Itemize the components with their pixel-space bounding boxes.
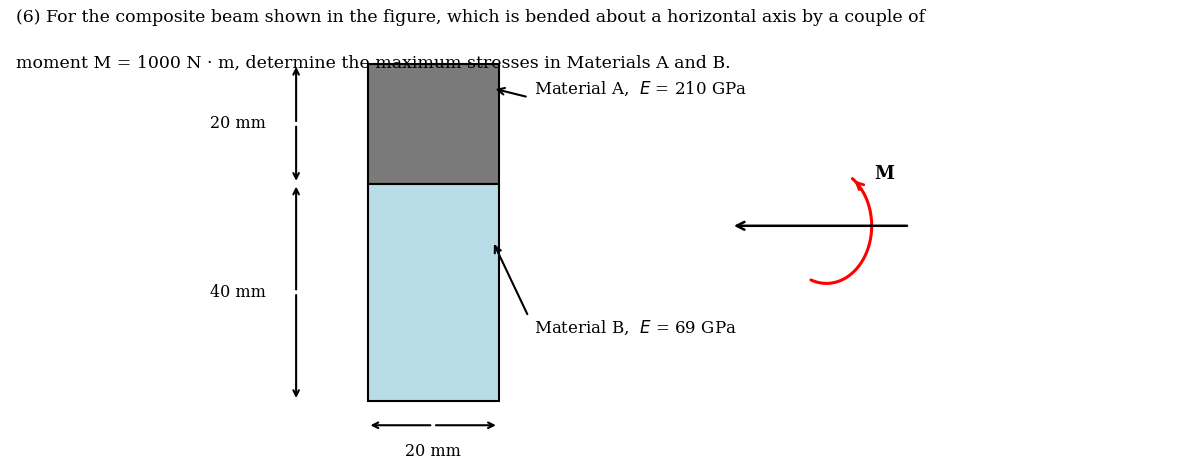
Bar (367, 64, 499, 184)
Text: M: M (874, 165, 894, 183)
Text: moment M = 1000 N · m, determine the maximum stresses in Materials A and B.: moment M = 1000 N · m, determine the max… (16, 55, 731, 72)
Bar (367, 184, 499, 401)
Text: (6) For the composite beam shown in the figure, which is bended about a horizont: (6) For the composite beam shown in the … (16, 8, 925, 26)
Text: 20 mm: 20 mm (406, 443, 461, 460)
Text: 40 mm: 40 mm (210, 284, 266, 301)
Text: 20 mm: 20 mm (210, 115, 266, 133)
Text: Material A,  $E$ = 210 GPa: Material A, $E$ = 210 GPa (534, 79, 748, 98)
Text: Material B,  $E$ = 69 GPa: Material B, $E$ = 69 GPa (534, 319, 737, 337)
